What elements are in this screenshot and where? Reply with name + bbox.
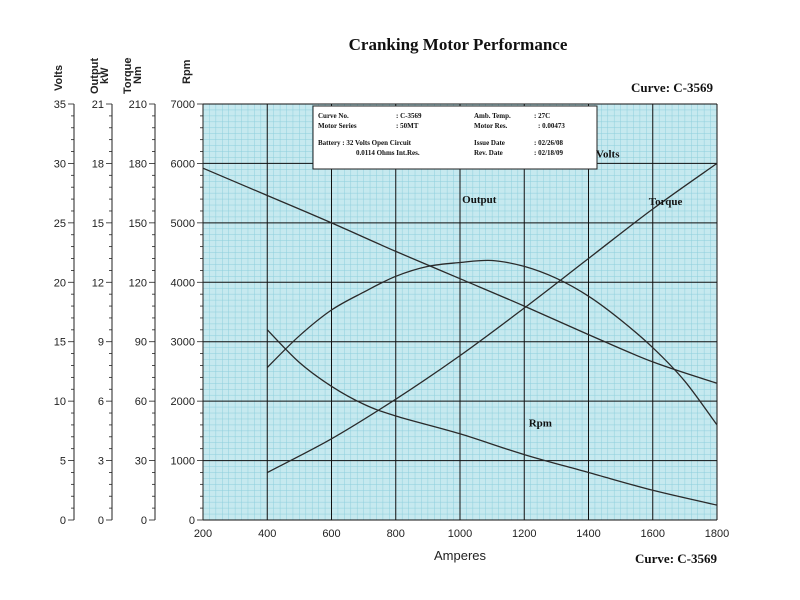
rpm-tick-label: 5000 [171, 218, 195, 230]
amb-temp-value: : 27C [534, 112, 550, 120]
output-tick-label: 0 [98, 515, 104, 527]
rpm-tick-label: 6000 [171, 158, 195, 170]
output-tick-label: 9 [98, 337, 104, 349]
volts-tick-label: 5 [60, 456, 66, 468]
rev-date-label: Rev. Date [474, 149, 503, 157]
curve-no-label: Curve No. [318, 112, 349, 120]
rpm-curve [266, 329, 718, 506]
rpm-tick-label: 4000 [171, 277, 195, 289]
y-axes: 0510152025303503691215182103060901201501… [54, 99, 204, 527]
output-tick-label: 21 [92, 99, 104, 111]
torque-tick-label: 60 [135, 396, 147, 408]
rpm-tick-label: 1000 [171, 456, 195, 468]
motor-res-value: : 0.00473 [538, 122, 565, 130]
amb-temp-label: Amb. Temp. [474, 112, 511, 120]
x-axis-label: Amperes [434, 548, 487, 563]
output-axis-unit: kW [99, 67, 111, 84]
volts-curve [202, 167, 718, 384]
output-tick-label: 18 [92, 158, 104, 170]
torque-axis-title: Torque [122, 58, 134, 94]
motor-series-value: : 50MT [396, 122, 419, 130]
rpm-tick-label: 3000 [171, 337, 195, 349]
torque-tick-label: 150 [129, 218, 147, 230]
x-tick-label: 1200 [512, 528, 536, 540]
curve-id-bottom: Curve: C-3569 [635, 551, 717, 566]
torque-series-label: Torque [649, 196, 683, 208]
torque-tick-label: 0 [141, 515, 147, 527]
output-series-label: Output [462, 194, 497, 206]
rpm-series-label: Rpm [529, 418, 552, 430]
output-tick-label: 6 [98, 396, 104, 408]
volts-series-label: Volts [596, 148, 620, 160]
series-lines [202, 162, 718, 506]
torque-tick-label: 120 [129, 277, 147, 289]
volts-tick-label: 20 [54, 277, 66, 289]
motor-series-label: Motor Series [318, 122, 357, 130]
info-box-border [312, 105, 598, 170]
x-tick-label: 1400 [576, 528, 600, 540]
volts-tick-label: 10 [54, 396, 66, 408]
series-labels: Volts Output Torque Rpm [462, 148, 682, 429]
output-axis-title: Output [89, 58, 101, 94]
torque-tick-label: 90 [135, 337, 147, 349]
issue-date-label: Issue Date [474, 139, 505, 147]
x-tick-label: 1800 [705, 528, 729, 540]
rpm-tick-label: 2000 [171, 396, 195, 408]
rpm-axis-title: Rpm [181, 59, 193, 84]
volts-tick-label: 25 [54, 218, 66, 230]
x-axis-ticks: 200 400 600 800 1000 1200 1400 1600 1800 [194, 528, 729, 540]
x-tick-label: 800 [387, 528, 405, 540]
output-tick-label: 15 [92, 218, 104, 230]
rev-date-value: : 02/18/09 [534, 149, 563, 157]
torque-tick-label: 180 [129, 158, 147, 170]
torque-tick-label: 30 [135, 456, 147, 468]
x-tick-label: 400 [258, 528, 276, 540]
volts-tick-label: 15 [54, 337, 66, 349]
curve-id-top: Curve: C-3569 [631, 80, 713, 95]
output-tick-label: 12 [92, 277, 104, 289]
motor-res-label: Motor Res. [474, 122, 508, 130]
output-curve [266, 259, 718, 426]
volts-tick-label: 30 [54, 158, 66, 170]
chart-title: Cranking Motor Performance [349, 35, 568, 54]
battery-line-2: 0.0114 Ohms Int.Res. [356, 149, 420, 157]
torque-curve [266, 162, 718, 474]
info-box: Curve No. : C-3569 Amb. Temp. : 27C Moto… [312, 105, 598, 170]
output-tick-label: 3 [98, 456, 104, 468]
issue-date-value: : 02/26/08 [534, 139, 563, 147]
rpm-tick-label: 7000 [171, 99, 195, 111]
x-tick-label: 200 [194, 528, 212, 540]
volts-tick-label: 0 [60, 515, 66, 527]
volts-axis-title: Volts [53, 65, 65, 91]
torque-axis-unit: Nm [132, 66, 144, 84]
volts-tick-label: 35 [54, 99, 66, 111]
rpm-tick-label: 0 [189, 515, 195, 527]
x-tick-label: 600 [322, 528, 340, 540]
curve-no-value: : C-3569 [396, 112, 422, 120]
x-tick-label: 1000 [448, 528, 472, 540]
x-tick-label: 1600 [641, 528, 665, 540]
battery-line-1: Battery : 32 Volts Open Circuit [318, 139, 412, 147]
torque-tick-label: 210 [129, 99, 147, 111]
